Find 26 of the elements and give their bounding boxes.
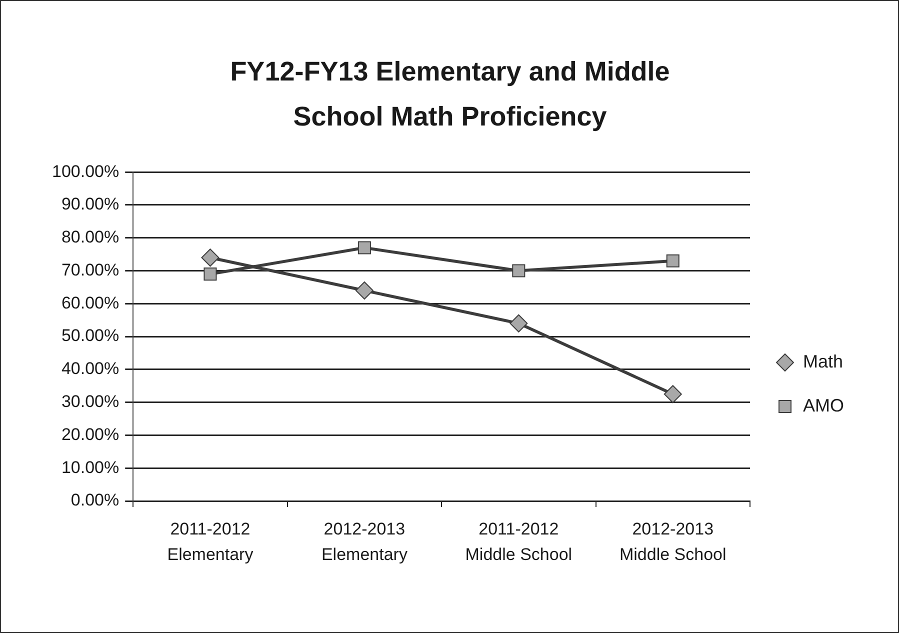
point [666, 254, 680, 268]
y-tick-label: 10.00% [61, 458, 120, 477]
point [664, 385, 682, 404]
y-tick-label: 20.00% [61, 424, 120, 444]
y-tick-label: 50.00% [61, 326, 120, 346]
x-tick-label: 2011-2012 Middle School [465, 519, 572, 564]
y-tick-label: 60.00% [61, 293, 120, 312]
y-tick-label: 70.00% [61, 260, 120, 280]
point [355, 282, 374, 300]
chart-title: FY12-FY13 Elementary and Middle School Math Proficiency [230, 56, 670, 132]
legend-label: AMO [803, 395, 844, 416]
point [358, 241, 371, 254]
point [512, 264, 526, 278]
point [204, 268, 217, 281]
legend-label: Math [803, 351, 844, 372]
y-tick-label: 90.00% [61, 194, 120, 214]
y-tick-label: 80.00% [61, 228, 120, 247]
x-tick-label: 2012-2013 Middle School [619, 519, 726, 564]
point [201, 248, 220, 267]
y-tick-label: 100.00% [52, 162, 120, 181]
x-tick-label: 2011-2012 Elementary [167, 519, 254, 564]
x-tick-label: 2012-2013 Elementary [321, 519, 408, 564]
y-tick-label: 40.00% [61, 359, 120, 378]
y-tick-label: 30.00% [61, 392, 120, 412]
y-tick-label: 0.00% [70, 490, 120, 510]
point [510, 314, 528, 332]
